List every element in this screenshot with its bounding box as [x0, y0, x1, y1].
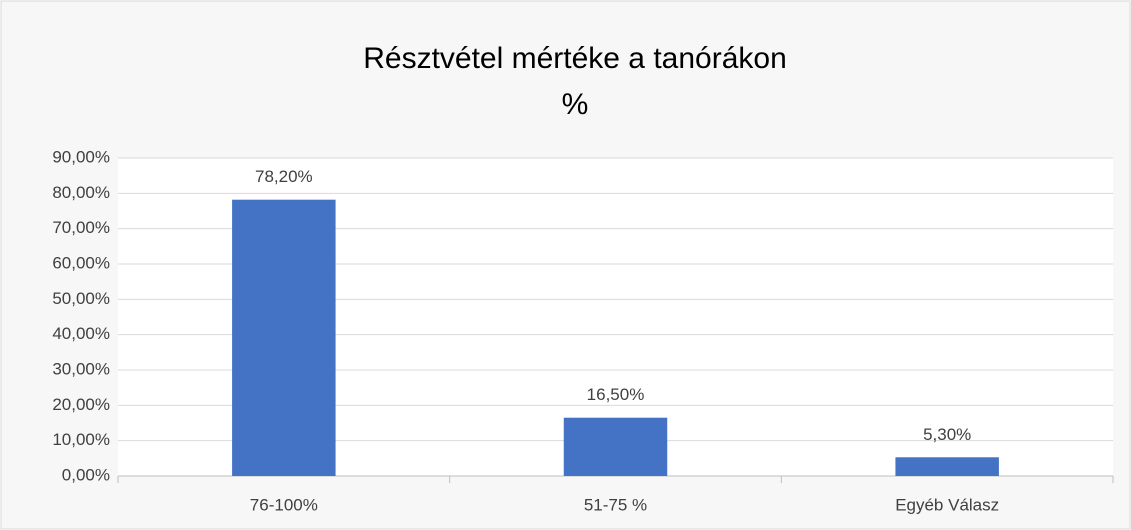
bar	[895, 457, 999, 476]
x-tick-label: 51-75 %	[584, 495, 647, 514]
y-tick-label: 0,00%	[62, 465, 110, 484]
y-tick-label: 90,00%	[52, 147, 110, 166]
y-tick-label: 80,00%	[52, 183, 110, 202]
y-tick-label: 40,00%	[52, 324, 110, 343]
y-tick-label: 50,00%	[52, 289, 110, 308]
y-tick-label: 30,00%	[52, 359, 110, 378]
y-tick-label: 10,00%	[52, 430, 110, 449]
x-tick-label: 76-100%	[250, 495, 318, 514]
data-label: 16,50%	[587, 385, 645, 404]
y-tick-label: 60,00%	[52, 253, 110, 272]
data-label: 78,20%	[255, 167, 313, 186]
bar	[563, 417, 668, 476]
y-tick-label: 70,00%	[52, 218, 110, 237]
chart-title: Résztvétel mértéke a tanórákon	[363, 42, 787, 75]
y-tick-label: 20,00%	[52, 395, 110, 414]
bar	[232, 199, 336, 476]
data-label: 5,30%	[923, 425, 971, 444]
chart-subtitle: %	[562, 88, 589, 121]
x-tick-label: Egyéb Válasz	[895, 495, 999, 514]
